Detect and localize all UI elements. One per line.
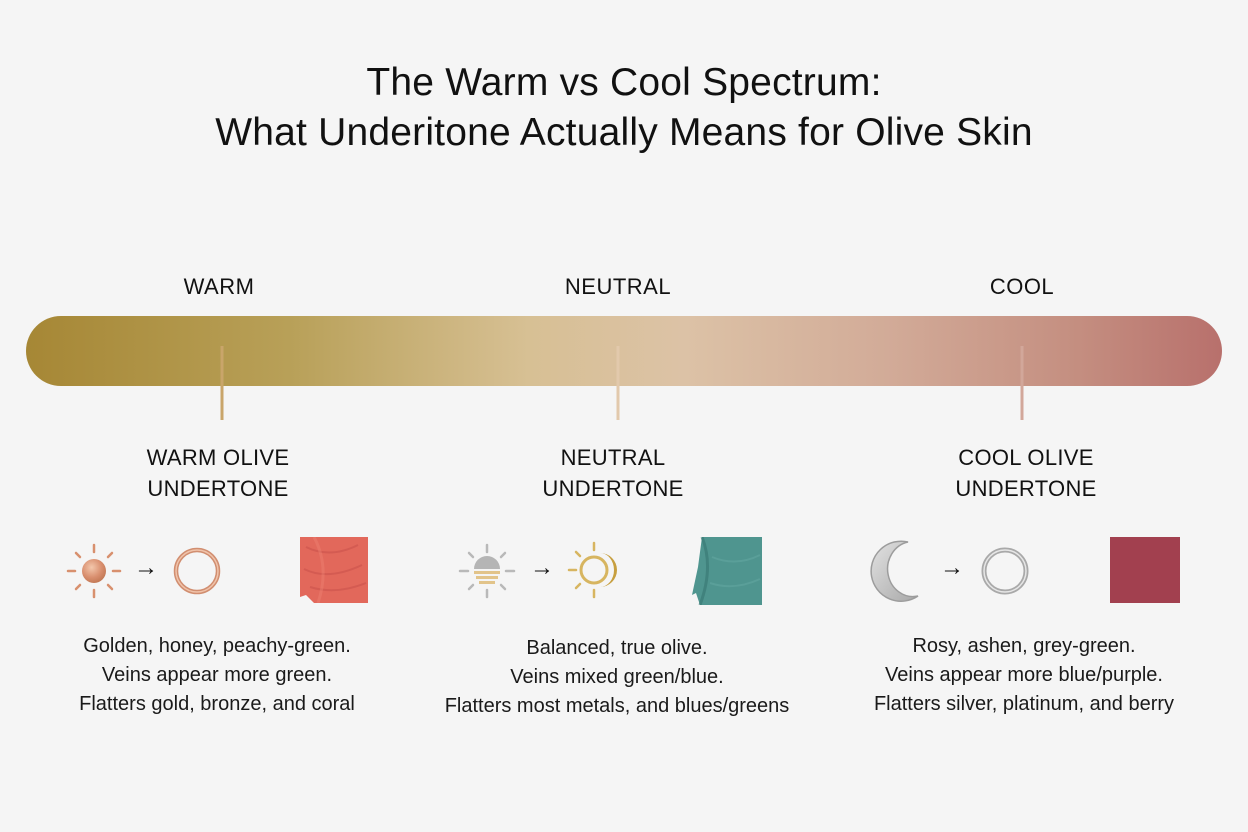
arrow-right-icon-3: → [940,554,964,581]
neutral-title: NEUTRAL UNDERTONE [483,442,743,504]
crescent-moon-icon [870,540,919,602]
cool-label: COOL [989,274,1055,299]
cool-desc-line-2: Veins appear more blue/purple. [885,664,1163,686]
silver-ring-icon [981,547,1029,595]
warm-desc-line-3: Flatters gold, bronze, and coral [79,693,355,715]
neutral-title-line-1: NEUTRAL [560,445,666,470]
neutral-desc-line-1: Balanced, true olive. [526,637,708,659]
neutral-desc-line-3: Flatters most metals, and blues/greens [444,695,790,717]
warm-label: WARM [183,274,255,299]
arrow-right-icon: → [134,554,158,581]
cool-olive-title-line-1: COOL OLIVE [958,445,1094,470]
gold-ring-icon [173,547,221,595]
spectrum-bar [26,316,1222,386]
warm-desc-line-2: Veins appear more green. [101,664,333,686]
neutral-desc-line-2: Veins mixed green/blue. [510,666,724,688]
warm-tick [220,346,224,420]
neutral-title-line-2: UNDERTONE [542,476,684,501]
neutral-tick [616,346,620,420]
arrow-right-icon-2: → [530,554,554,581]
cool-tick [1020,346,1024,420]
berry-swatch [1110,537,1180,603]
page-title: The Warm vs Cool Spectrum: What Underito… [0,58,1248,158]
coral-fabric-swatch [300,537,368,603]
warm-olive-title-line-1: WARM OLIVE [146,445,290,470]
cool-desc-line-3: Flatters silver, platinum, and berry [873,693,1175,715]
sun-icon [66,543,122,599]
title-line-2: What Underitone Actually Means for Olive… [215,111,1033,154]
warm-description: Golden, honey, peachy-green. Veins appea… [7,632,427,719]
cool-olive-title: COOL OLIVE UNDERTONE [896,442,1156,504]
sunset-icon [458,543,516,599]
warm-desc-line-1: Golden, honey, peachy-green. [83,635,351,657]
title-line-1: The Warm vs Cool Spectrum: [366,61,882,104]
cool-olive-title-line-2: UNDERTONE [955,476,1097,501]
neutral-label: NEUTRAL [564,274,672,299]
neutral-description: Balanced, true olive. Veins mixed green/… [407,634,827,721]
warm-olive-title-line-2: UNDERTONE [147,476,289,501]
cool-description: Rosy, ashen, grey-green. Veins appear mo… [814,632,1234,719]
warm-olive-title: WARM OLIVE UNDERTONE [88,442,348,504]
sun-moon-icon [567,541,617,599]
teal-fabric-swatch [692,537,762,605]
cool-desc-line-1: Rosy, ashen, grey-green. [912,635,1136,657]
